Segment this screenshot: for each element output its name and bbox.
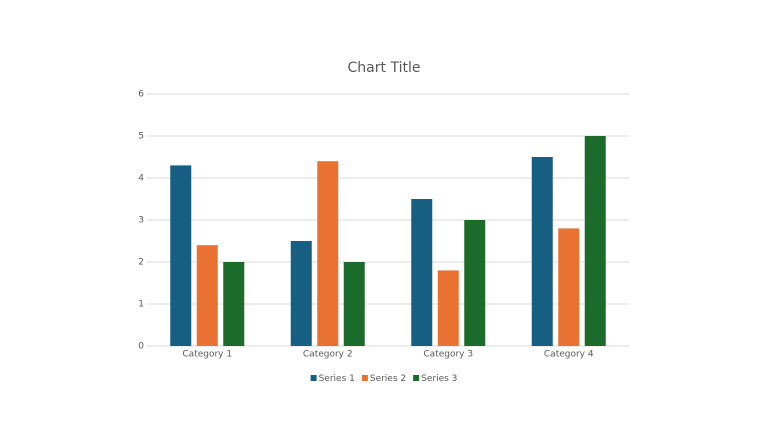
x-tick-label: Category 1	[182, 350, 232, 360]
bar	[464, 220, 486, 346]
y-tick-label: 1	[138, 300, 144, 310]
chart-title: Chart Title	[348, 60, 421, 76]
bar	[343, 262, 365, 346]
x-tick-label: Category 4	[544, 350, 594, 360]
legend-marker	[413, 375, 420, 381]
bar	[437, 270, 459, 346]
x-tick-label: Category 2	[303, 350, 353, 360]
legend-label: Series 3	[421, 374, 457, 384]
bar	[170, 165, 192, 346]
bar	[411, 199, 433, 346]
y-tick-label: 2	[138, 258, 144, 268]
legend-label: Series 1	[319, 374, 355, 384]
bar	[223, 262, 245, 346]
y-tick-label: 5	[138, 132, 144, 142]
bar	[531, 157, 553, 346]
x-tick-label: Category 3	[423, 350, 473, 360]
bar	[584, 136, 606, 346]
y-tick-label: 6	[138, 90, 144, 100]
y-tick-label: 0	[138, 342, 144, 352]
bar	[290, 241, 312, 346]
legend-label: Series 2	[370, 374, 406, 384]
bar	[317, 161, 339, 346]
y-tick-label: 3	[138, 216, 144, 226]
legend-marker	[310, 375, 317, 381]
y-tick-label: 4	[138, 174, 144, 184]
bar	[558, 228, 580, 346]
legend-marker	[361, 375, 368, 381]
bar	[196, 245, 218, 346]
